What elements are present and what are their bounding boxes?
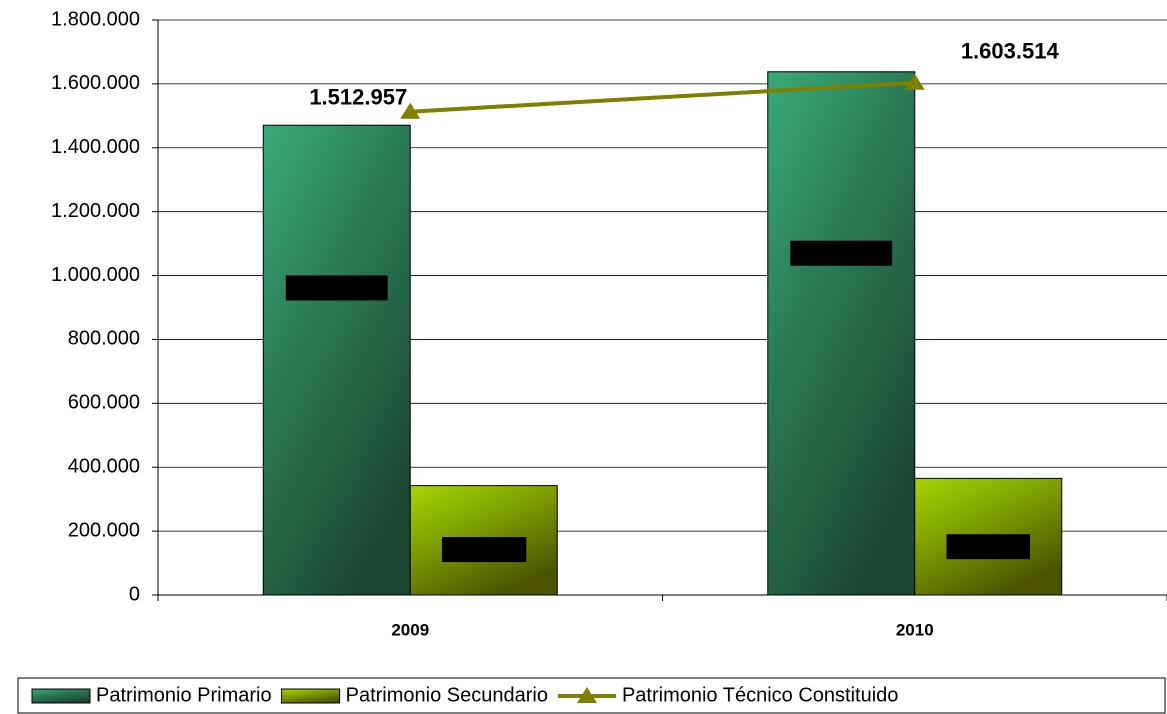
y-tick-label: 1.200.000: [51, 200, 140, 222]
legend-swatch: [31, 688, 91, 704]
data-label: 1.603.514: [961, 39, 1060, 64]
y-tick-label: 1.600.000: [51, 72, 140, 94]
x-tick-label: 2010: [896, 620, 934, 639]
legend-label: Patrimonio Técnico Constituido: [622, 684, 898, 706]
data-label-box: [285, 275, 388, 301]
legend-swatch: [281, 688, 341, 704]
data-label-box: [441, 537, 527, 563]
data-label: 342.404: [444, 537, 524, 562]
bar: [262, 124, 411, 596]
y-tick-label: 400.000: [68, 456, 140, 478]
data-label: 1.470.660: [288, 275, 386, 300]
data-label: 1.512.957: [309, 85, 407, 110]
y-tick-label: 1.000.000: [51, 264, 140, 286]
y-tick-label: 1.400.000: [51, 136, 140, 158]
data-label: 365.098: [948, 534, 1028, 559]
line: [410, 80, 915, 114]
y-tick-label: 800.000: [68, 328, 140, 350]
legend-label: Patrimonio Secundario: [346, 684, 548, 706]
legend-label: Patrimonio Primario: [96, 684, 272, 706]
x-tick-label: 2009: [391, 620, 429, 639]
legend: Patrimonio Primario Patrimonio Secundario…: [17, 677, 1166, 714]
y-tick-label: 600.000: [68, 392, 140, 414]
legend-swatch-marker: [576, 687, 597, 703]
data-label: 1.637.883: [792, 241, 890, 266]
y-tick-label: 200.000: [68, 519, 140, 541]
line-marker: [400, 102, 421, 119]
data-label-box: [790, 240, 893, 266]
y-tick-label: 0: [129, 583, 140, 605]
line-marker: [904, 73, 925, 90]
y-tick-label: 1.800.000: [51, 8, 140, 30]
bar: [767, 71, 916, 596]
data-label-box: [946, 534, 1031, 560]
